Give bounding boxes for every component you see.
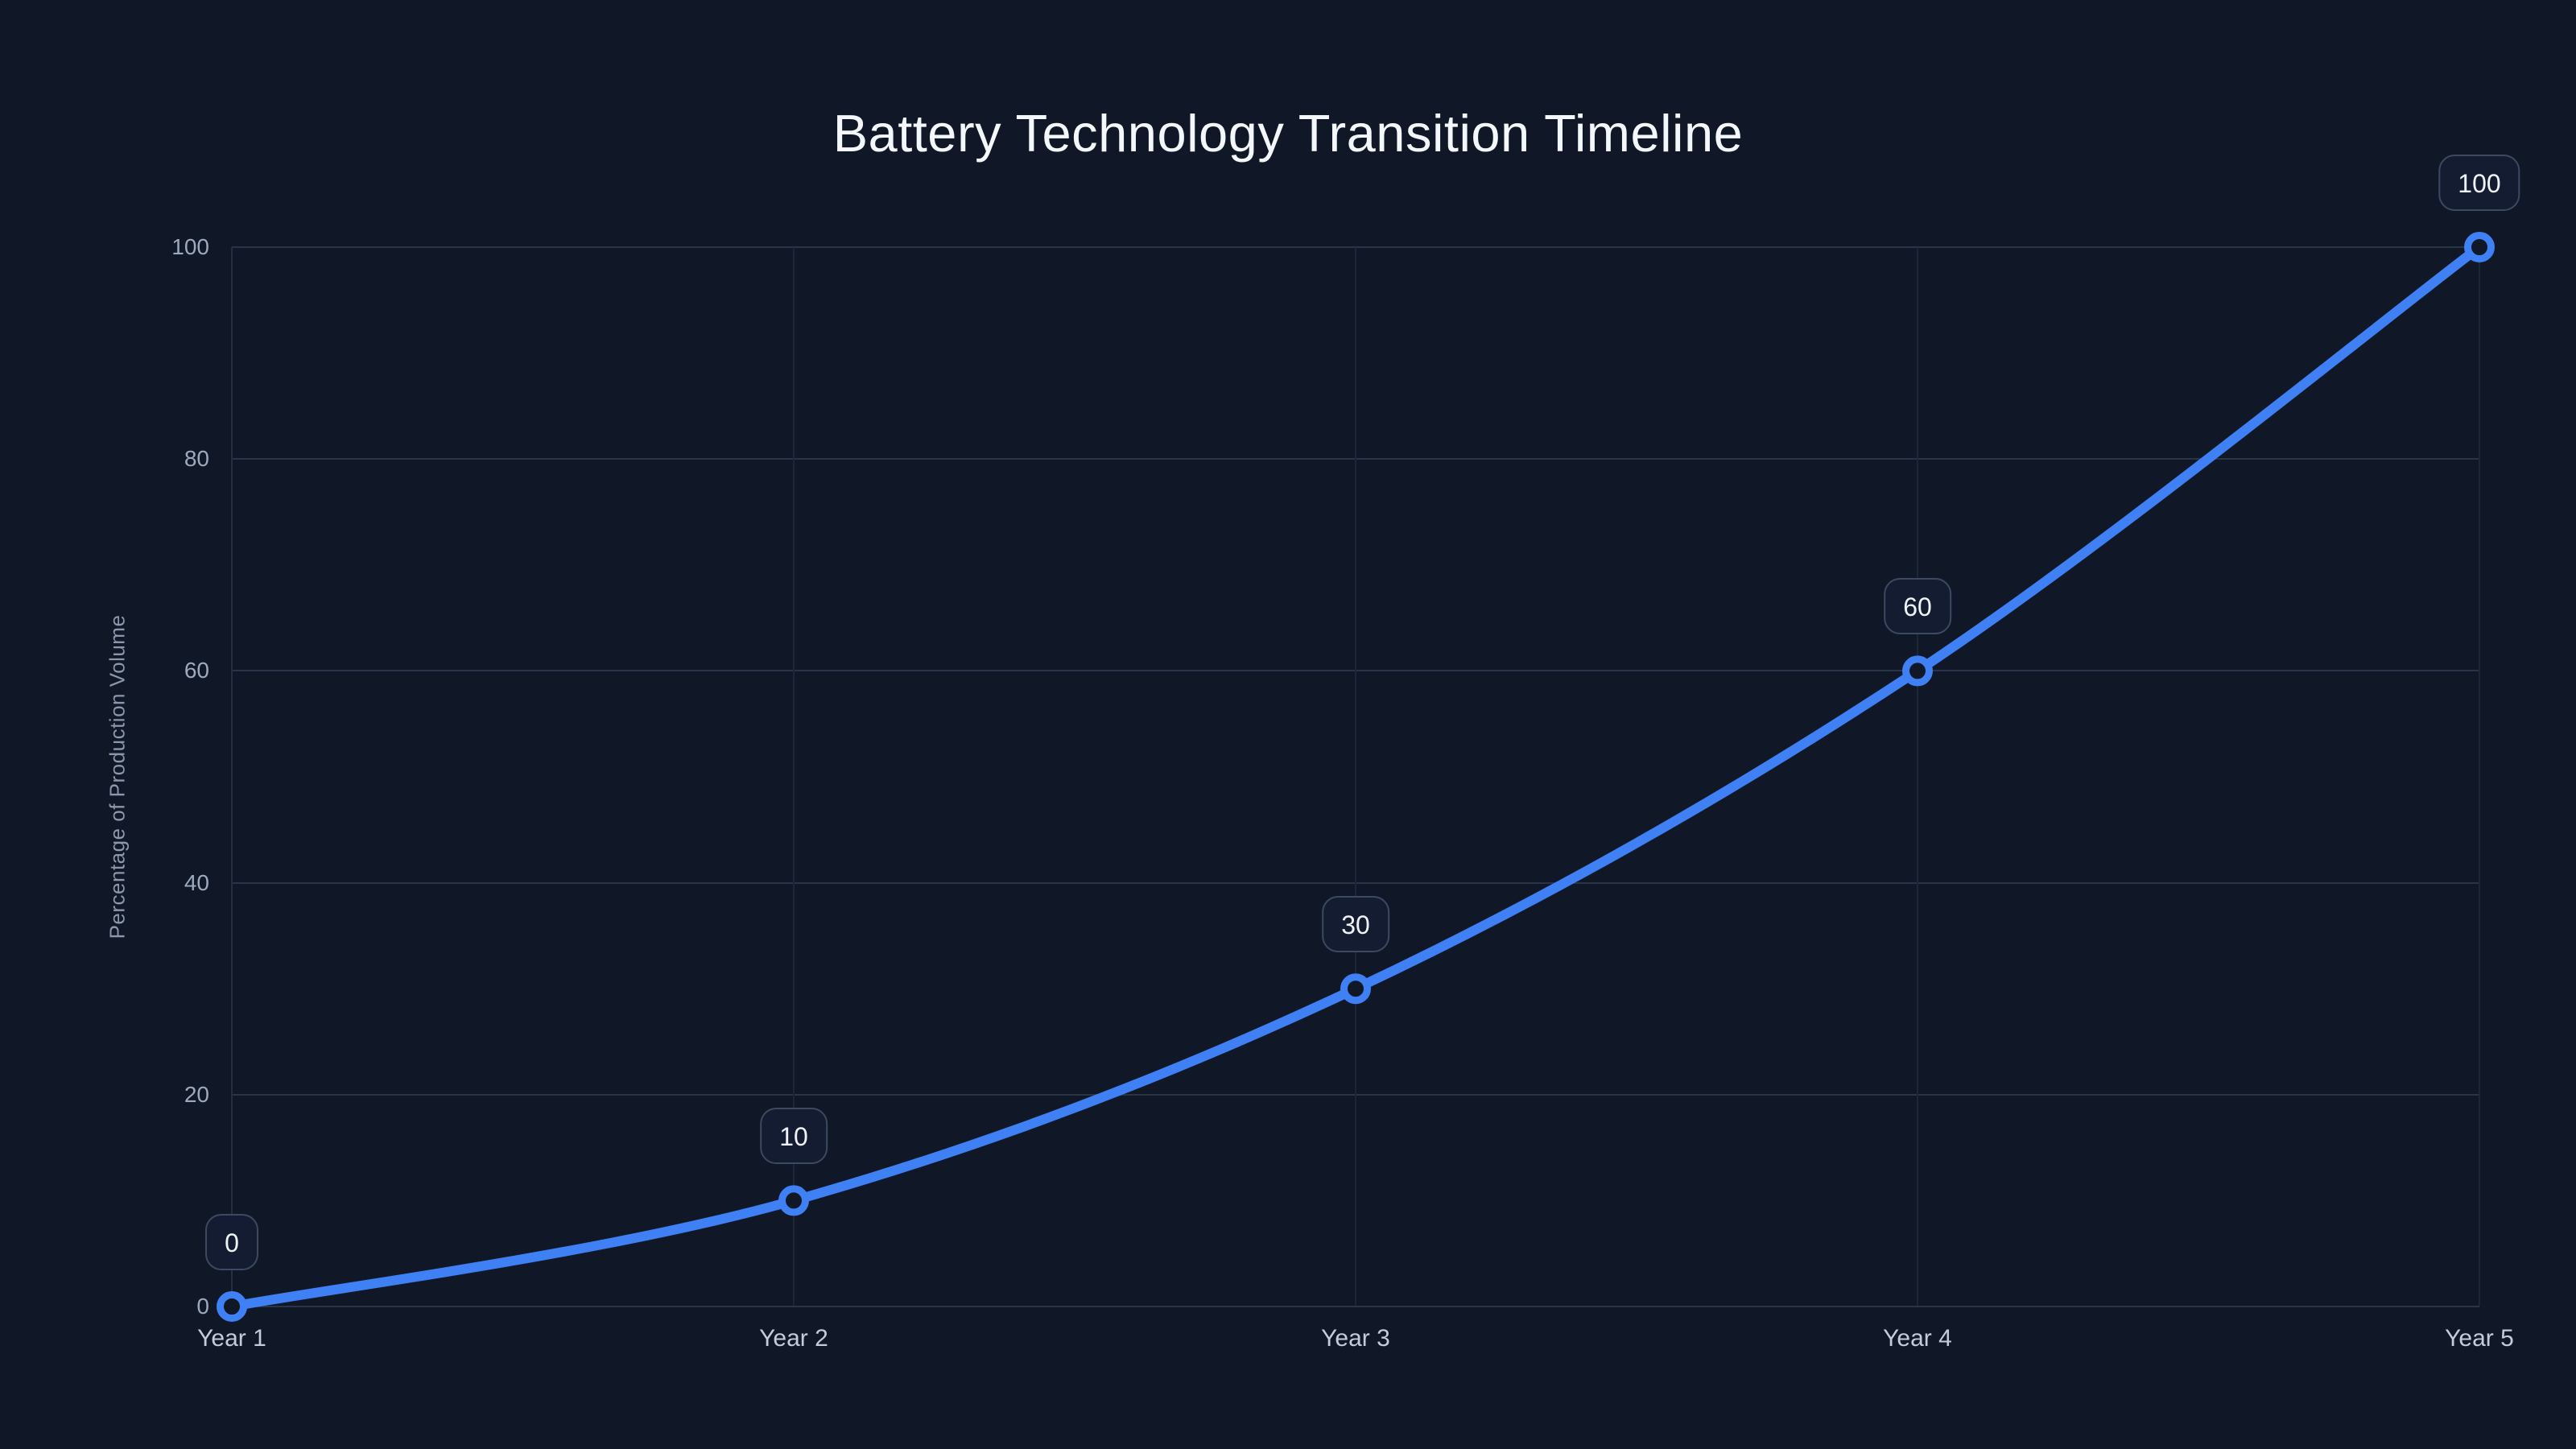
x-axis-line bbox=[232, 1306, 2479, 1307]
data-point-marker-year-4 bbox=[1902, 655, 1933, 687]
y-tick-label-100: 100 bbox=[171, 234, 209, 259]
data-point-marker-year-1 bbox=[217, 1291, 247, 1322]
point-value-label-year-5: 100 bbox=[2438, 155, 2520, 211]
y-tick-label-60: 60 bbox=[184, 658, 209, 683]
x-tick-label-year-1: Year 1 bbox=[197, 1325, 266, 1352]
x-tick-label-year-3: Year 3 bbox=[1321, 1325, 1390, 1352]
point-value-label-year-2: 10 bbox=[760, 1108, 828, 1165]
y-tick-label-20: 20 bbox=[184, 1081, 209, 1107]
y-tick-label-0: 0 bbox=[196, 1294, 209, 1319]
point-value-label-year-4: 60 bbox=[1884, 578, 1951, 635]
x-tick-label-year-4: Year 4 bbox=[1883, 1325, 1952, 1352]
point-value-label-year-1: 0 bbox=[205, 1214, 258, 1270]
chart-title: Battery Technology Transition Timeline bbox=[832, 104, 1744, 163]
y-axis-line bbox=[231, 247, 233, 1307]
data-point-marker-year-5 bbox=[2464, 232, 2495, 262]
series-line-path bbox=[227, 242, 2484, 1311]
y-tick-label-40: 40 bbox=[184, 869, 209, 895]
data-point-marker-year-3 bbox=[1340, 973, 1371, 1005]
y-tick-label-80: 80 bbox=[184, 446, 209, 472]
x-tick-label-year-5: Year 5 bbox=[2445, 1325, 2514, 1352]
point-value-label-year-3: 30 bbox=[1322, 896, 1389, 953]
data-point-marker-year-2 bbox=[778, 1185, 809, 1216]
x-tick-label-year-2: Year 2 bbox=[759, 1325, 828, 1352]
